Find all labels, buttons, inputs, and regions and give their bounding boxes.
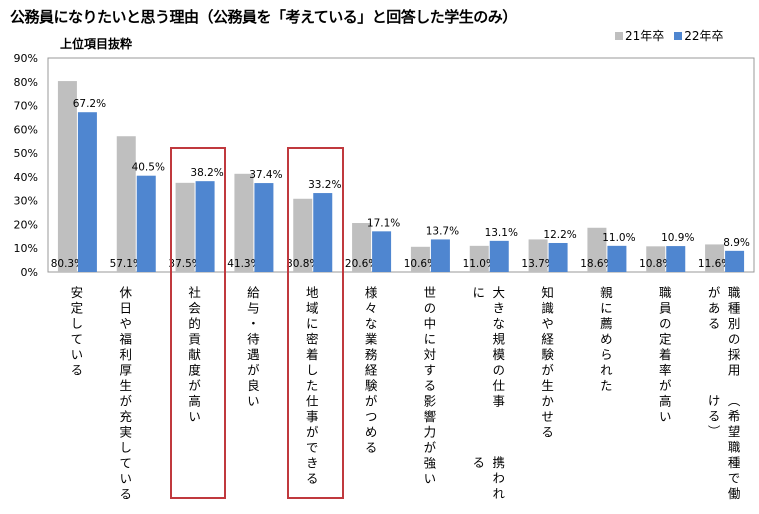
data-label: 80.3%: [51, 258, 84, 270]
chart-subtitle: 上位項目抜粋: [60, 37, 133, 51]
legend: 21年卒 22年卒: [615, 27, 724, 44]
data-label: 17.1%: [367, 217, 400, 229]
data-label: 30.8%: [286, 258, 319, 270]
x-tick-label-line: 職員の定着率が高い: [656, 286, 672, 426]
bar-22年卒-6: [430, 239, 450, 272]
x-tick-label: 知識や経験が生かせる: [536, 286, 556, 441]
x-tick-label-line: 携われる: [470, 456, 506, 503]
data-label: 13.7%: [426, 225, 459, 237]
y-tick-label: 50%: [14, 147, 38, 160]
bar-21年卒-2: [175, 182, 195, 272]
data-label: 41.3%: [227, 258, 260, 270]
data-label: 18.6%: [580, 258, 613, 270]
plot-border: [47, 57, 755, 273]
x-tick-label-line: 安定している: [68, 286, 84, 379]
data-label: 12.2%: [543, 229, 576, 241]
bar-22年卒-7: [489, 240, 509, 272]
bar-21年卒-11: [705, 244, 725, 272]
y-tick-label: 0%: [21, 266, 38, 279]
bar-22年卒-9: [607, 245, 627, 272]
bar-21年卒-5: [352, 223, 372, 272]
legend-label-21: 21年卒: [625, 29, 665, 43]
bar-22年卒-10: [666, 246, 686, 272]
x-tick-label-line: 社会的貢献度が高い: [186, 286, 202, 426]
x-tick-label-line: 充実している: [117, 410, 133, 503]
x-tick-label: 様々な業務経験がつめる: [360, 286, 380, 457]
bar-22年卒-0: [77, 112, 97, 272]
data-label: 11.0%: [602, 232, 635, 244]
legend-item-21: 21年卒: [615, 27, 664, 44]
bar-22年卒-5: [372, 231, 392, 272]
bar-22年卒-8: [548, 242, 568, 272]
data-label: 10.9%: [661, 232, 694, 244]
legend-item-22: 22年卒: [674, 27, 724, 44]
legend-swatch-22: [674, 32, 683, 40]
bar-21年卒-8: [528, 239, 548, 272]
y-tick-label: 90%: [14, 52, 38, 65]
bar-21年卒-9: [587, 227, 607, 272]
y-tick-label: 40%: [14, 171, 38, 184]
x-tick-label-line: 職種別の採用がある: [705, 286, 741, 379]
x-tick-label-line: 知識や経験が生かせる: [539, 286, 555, 441]
data-label: 11.0%: [463, 258, 496, 270]
data-label: 8.9%: [723, 237, 750, 249]
data-label: 10.6%: [404, 258, 437, 270]
x-tick-label: 世の中に対する影響力が強い: [418, 286, 438, 488]
data-label: 33.2%: [308, 179, 341, 191]
x-tick-label: 地域に密着した仕事ができる: [301, 286, 321, 488]
data-label: 13.1%: [485, 227, 518, 239]
y-tick-label: 80%: [14, 76, 38, 89]
data-label: 13.7%: [521, 258, 554, 270]
data-label: 67.2%: [73, 98, 106, 110]
x-tick-label-line: 親に薦められた: [597, 286, 613, 395]
data-label: 57.1%: [110, 258, 143, 270]
bar-22年卒-1: [136, 175, 156, 272]
bar-21年卒-3: [234, 173, 254, 272]
data-label: 11.6%: [698, 258, 731, 270]
bar-22年卒-2: [195, 181, 215, 272]
highlight-box: [287, 147, 345, 499]
legend-swatch-21: [615, 32, 623, 40]
x-tick-label: 休日や福利厚生が 充実している: [114, 286, 134, 503]
chart-title: 公務員になりたいと思う理由（公務員を「考えている」と回答した学生のみ）: [10, 8, 517, 26]
y-tick-label: 60%: [14, 123, 38, 136]
bar-21年卒-10: [646, 246, 666, 272]
highlight-box: [169, 147, 227, 499]
y-tick-label: 20%: [14, 218, 38, 231]
y-tick-label: 30%: [14, 195, 38, 208]
bar-22年卒-3: [254, 183, 274, 272]
x-tick-label: 給与・待遇が良い: [242, 286, 262, 410]
y-tick-label: 10%: [14, 242, 38, 255]
y-tick-label: 70%: [14, 100, 38, 113]
x-tick-label-line: 地域に密着した仕事ができる: [303, 286, 319, 488]
x-tick-label: 安定している: [65, 286, 85, 379]
data-label: 38.2%: [190, 167, 223, 179]
data-label: 37.5%: [168, 258, 201, 270]
data-label: 40.5%: [132, 162, 165, 174]
data-label: 37.4%: [249, 169, 282, 181]
bar-21年卒-0: [57, 81, 77, 272]
x-tick-label-line: 休日や福利厚生が: [117, 286, 133, 410]
x-tick-label: 職員の定着率が高い: [654, 286, 674, 426]
x-tick-label-line: 世の中に対する影響力が強い: [421, 286, 437, 488]
data-label: 10.8%: [639, 258, 672, 270]
x-tick-label: 社会的貢献度が高い: [183, 286, 203, 426]
bar-21年卒-4: [293, 198, 313, 272]
x-tick-label-line: 大きな規模の仕事に: [470, 286, 506, 410]
x-tick-label-line: 給与・待遇が良い: [244, 286, 260, 410]
data-label: 20.6%: [345, 258, 378, 270]
bar-21年卒-7: [469, 245, 489, 272]
x-tick-label-line: 様々な業務経験がつめる: [362, 286, 378, 457]
x-tick-label: 職種別の採用がある （希望職種で働ける）: [703, 286, 743, 514]
bar-22年卒-4: [313, 193, 333, 272]
legend-label-22: 22年卒: [684, 29, 724, 43]
x-tick-label-line: （希望職種で働ける）: [705, 394, 741, 503]
bar-21年卒-1: [116, 136, 136, 272]
x-tick-label: 大きな規模の仕事に携われる: [467, 286, 507, 514]
bar-22年卒-11: [725, 250, 745, 272]
bar-21年卒-6: [410, 246, 430, 272]
x-tick-label: 親に薦められた: [595, 286, 615, 395]
